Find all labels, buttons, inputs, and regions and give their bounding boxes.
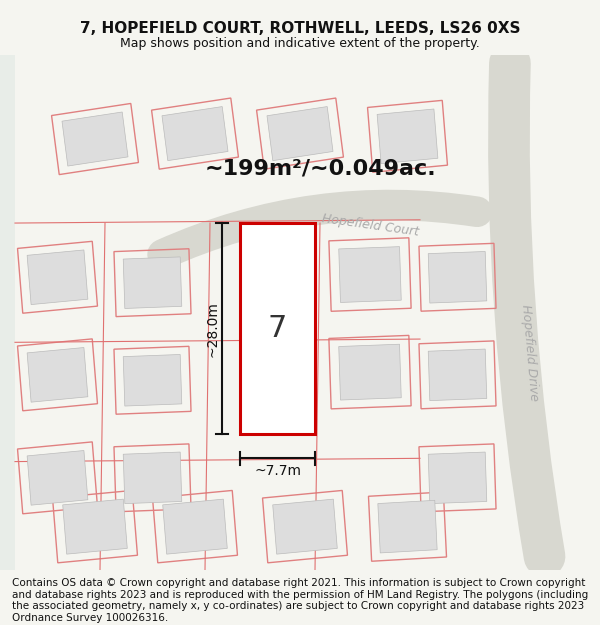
Bar	[267, 107, 333, 161]
Bar	[273, 499, 337, 554]
FancyArrowPatch shape	[509, 63, 545, 556]
Text: ~28.0m: ~28.0m	[205, 301, 219, 357]
Bar	[419, 243, 496, 311]
Bar	[123, 354, 182, 406]
Bar	[0, 55, 15, 570]
Bar	[152, 98, 238, 169]
Bar	[257, 98, 343, 169]
Bar	[368, 492, 446, 561]
Bar	[329, 336, 411, 409]
Text: ~7.7m: ~7.7m	[254, 464, 301, 478]
Bar	[123, 257, 182, 309]
Bar	[419, 444, 496, 512]
Text: Map shows position and indicative extent of the property.: Map shows position and indicative extent…	[120, 38, 480, 50]
Bar	[27, 451, 88, 505]
Text: Hopefield Court: Hopefield Court	[320, 212, 419, 239]
Bar	[419, 341, 496, 409]
Text: Contains OS data © Crown copyright and database right 2021. This information is : Contains OS data © Crown copyright and d…	[12, 578, 588, 623]
Bar	[114, 444, 191, 512]
Bar	[329, 238, 411, 311]
Bar	[123, 452, 182, 504]
Bar	[53, 491, 137, 563]
Bar	[428, 452, 487, 504]
Bar	[17, 442, 97, 514]
Bar	[114, 346, 191, 414]
Bar	[428, 251, 487, 303]
Bar	[17, 241, 97, 313]
Bar	[62, 112, 128, 166]
Bar	[240, 223, 315, 434]
Text: 7, HOPEFIELD COURT, ROTHWELL, LEEDS, LS26 0XS: 7, HOPEFIELD COURT, ROTHWELL, LEEDS, LS2…	[80, 21, 520, 36]
Bar	[52, 104, 139, 174]
Bar	[27, 250, 88, 304]
Bar	[368, 101, 448, 172]
Bar	[162, 107, 228, 161]
Bar	[27, 348, 88, 402]
FancyArrowPatch shape	[163, 205, 477, 254]
Bar	[263, 491, 347, 563]
Bar	[63, 499, 127, 554]
Bar	[163, 499, 227, 554]
Text: ~199m²/~0.049ac.: ~199m²/~0.049ac.	[205, 159, 437, 179]
Bar	[17, 339, 97, 411]
Bar	[339, 247, 401, 302]
Text: Hopefield Drive: Hopefield Drive	[519, 304, 541, 402]
Bar	[428, 349, 487, 401]
Bar	[152, 491, 238, 563]
Bar	[378, 501, 437, 553]
Bar	[339, 344, 401, 400]
Bar	[114, 249, 191, 317]
Text: 7: 7	[268, 314, 287, 343]
Bar	[377, 109, 438, 164]
